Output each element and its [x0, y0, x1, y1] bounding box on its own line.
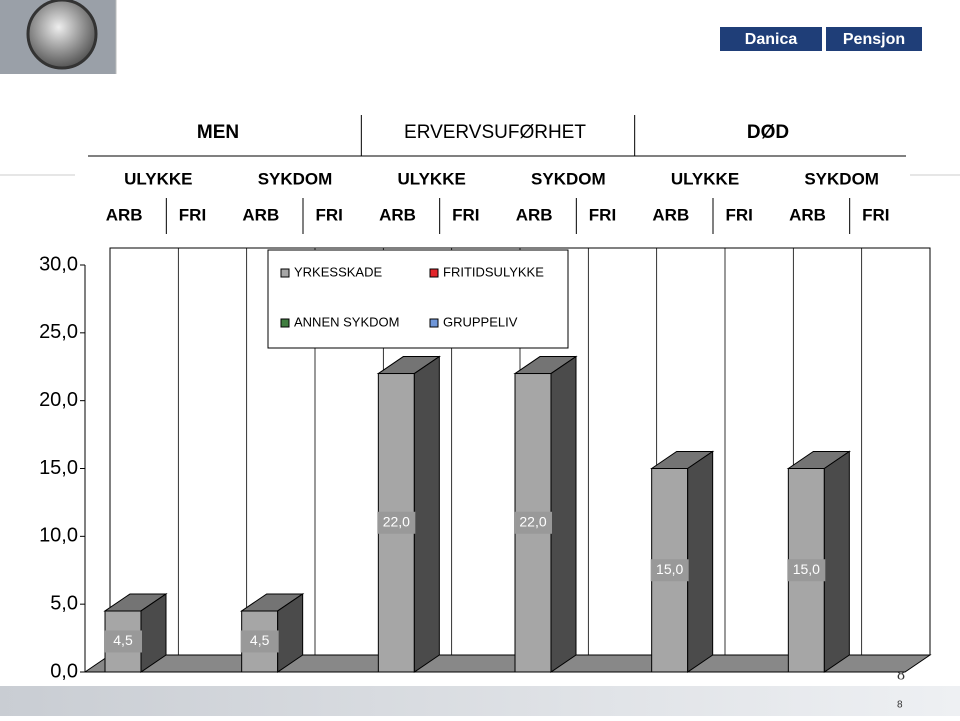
- subgroup-label: SYKDOM: [258, 169, 333, 188]
- value-label: 4,5: [113, 632, 133, 648]
- category-label: FRI: [452, 205, 479, 224]
- logo-box: [826, 27, 922, 51]
- value-label: 4,5: [250, 632, 270, 648]
- legend-label: YRKESSKADE: [294, 264, 382, 279]
- category-label: FRI: [179, 205, 206, 224]
- label-bg: [377, 511, 416, 534]
- subgroup-label: ULYKKE: [124, 169, 192, 188]
- y-tick-label: 5,0: [50, 592, 78, 614]
- subgroup-label: SYKDOM: [531, 169, 606, 188]
- category-label: ARB: [516, 205, 553, 224]
- subgroup-label: ULYKKE: [397, 169, 465, 188]
- page-number: 8: [897, 700, 903, 711]
- subgroup-label: ULYKKE: [671, 169, 739, 188]
- legend-swatch: [429, 268, 439, 278]
- value-label: 22,0: [383, 513, 410, 529]
- category-label: FRI: [589, 205, 616, 224]
- category-label: ARB: [242, 205, 279, 224]
- label-bg: [514, 511, 552, 534]
- y-tick-label: 15,0: [39, 457, 78, 479]
- group-label: ERVERVSUFØRHET: [404, 122, 586, 143]
- logo-text: Danica: [745, 31, 798, 48]
- label-bg: [240, 630, 279, 653]
- y-tick-label: 0,0: [50, 660, 78, 682]
- y-tick-label: 10,0: [39, 525, 78, 547]
- y-tick-label: 30,0: [39, 253, 78, 275]
- category-label: ARB: [379, 205, 416, 224]
- y-tick-label: 20,0: [39, 389, 78, 411]
- category-label: FRI: [862, 205, 889, 224]
- bar-side: [687, 450, 714, 673]
- category-label: ARB: [789, 205, 826, 224]
- category-label: ARB: [106, 205, 143, 224]
- footer: [0, 686, 960, 716]
- label-bg: [104, 630, 142, 653]
- legend: [267, 249, 569, 349]
- value-label: 15,0: [656, 561, 683, 577]
- page-number: 8: [897, 667, 905, 684]
- value-label: 22,0: [519, 513, 546, 529]
- y-tick-label: 25,0: [39, 321, 78, 343]
- legend-label: GRUPPELIV: [443, 314, 518, 329]
- legend-swatch: [280, 318, 290, 328]
- subgroup-label: SYKDOM: [804, 169, 879, 188]
- legend-label: FRITIDSULYKKE: [443, 264, 544, 279]
- bar-side: [823, 450, 850, 673]
- label-bg: [787, 559, 826, 582]
- group-label: MEN: [197, 122, 239, 143]
- logo-text: Pensjon: [843, 31, 905, 48]
- logo-box: [720, 27, 822, 51]
- legend-swatch: [429, 318, 439, 328]
- legend-swatch: [280, 268, 290, 278]
- bar-side: [550, 355, 577, 673]
- compass: [26, 0, 98, 70]
- category-label: ARB: [652, 205, 689, 224]
- group-label: DØD: [747, 122, 789, 143]
- label-bg: [650, 559, 689, 582]
- category-label: FRI: [725, 205, 752, 224]
- value-label: 15,0: [793, 561, 820, 577]
- category-label: FRI: [315, 205, 342, 224]
- legend-label: ANNEN SYKDOM: [294, 314, 399, 329]
- bar-side: [413, 355, 440, 673]
